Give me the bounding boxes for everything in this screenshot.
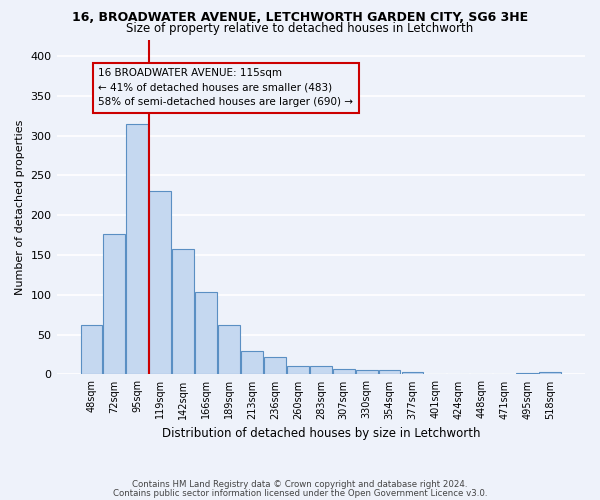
Bar — [264, 357, 286, 374]
Text: Contains HM Land Registry data © Crown copyright and database right 2024.: Contains HM Land Registry data © Crown c… — [132, 480, 468, 489]
Text: 16, BROADWATER AVENUE, LETCHWORTH GARDEN CITY, SG6 3HE: 16, BROADWATER AVENUE, LETCHWORTH GARDEN… — [72, 11, 528, 24]
Bar — [287, 366, 309, 374]
Bar — [516, 373, 538, 374]
Text: Size of property relative to detached houses in Letchworth: Size of property relative to detached ho… — [127, 22, 473, 35]
Bar — [218, 325, 240, 374]
Bar — [539, 372, 561, 374]
Bar — [356, 370, 377, 374]
Bar — [195, 292, 217, 374]
Bar — [103, 234, 125, 374]
Text: 16 BROADWATER AVENUE: 115sqm
← 41% of detached houses are smaller (483)
58% of s: 16 BROADWATER AVENUE: 115sqm ← 41% of de… — [98, 68, 353, 108]
Bar — [80, 325, 103, 374]
X-axis label: Distribution of detached houses by size in Letchworth: Distribution of detached houses by size … — [161, 427, 480, 440]
Bar — [310, 366, 332, 374]
Bar — [127, 124, 148, 374]
Bar — [401, 372, 424, 374]
Text: Contains public sector information licensed under the Open Government Licence v3: Contains public sector information licen… — [113, 488, 487, 498]
Y-axis label: Number of detached properties: Number of detached properties — [15, 120, 25, 295]
Bar — [172, 248, 194, 374]
Bar — [333, 369, 355, 374]
Bar — [241, 352, 263, 374]
Bar — [379, 370, 400, 374]
Bar — [149, 192, 171, 374]
